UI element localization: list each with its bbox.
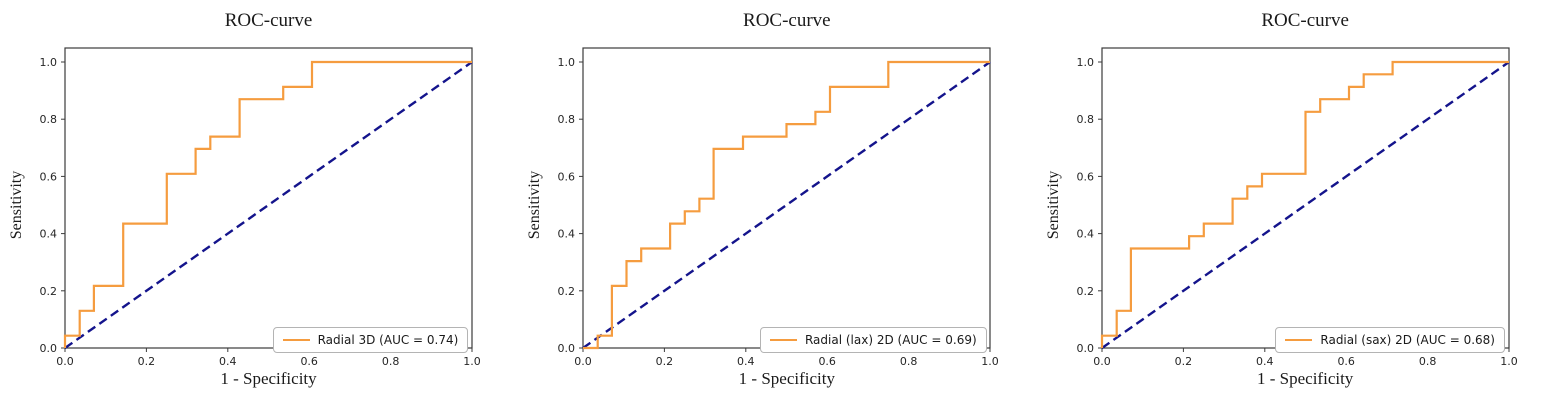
chart-title: ROC-curve (1261, 10, 1349, 31)
svg-text:0.8: 0.8 (1419, 355, 1437, 368)
svg-text:0.6: 0.6 (1337, 355, 1355, 368)
svg-text:0.2: 0.2 (40, 285, 58, 298)
svg-text:0.2: 0.2 (1174, 355, 1192, 368)
roc-panel-radial-3d: ROC-curve 0.0 0.2 0.4 0.6 0.8 1.0 0.0 0.2 0.4 0.6… (0, 0, 518, 416)
svg-text:1.0: 1.0 (1500, 355, 1518, 368)
roc-plot-svg: 0.0 0.2 0.4 0.6 0.8 1.0 0.0 0.2 0.4 0.6 0.8 1.0 (558, 47, 1000, 368)
legend-label: Radial (sax) 2D (AUC = 0.68) (1320, 333, 1495, 347)
x-axis-label: 1 - Specificity (220, 369, 317, 388)
legend-label: Radial 3D (AUC = 0.74) (317, 333, 459, 347)
y-axis-label: Sensitivity (526, 170, 544, 240)
svg-text:0.6: 0.6 (40, 170, 58, 183)
svg-text:0.0: 0.0 (1093, 355, 1111, 368)
roc-plot-svg: 0.0 0.2 0.4 0.6 0.8 1.0 0.0 0.2 0.4 0.6 0.8 1.0 (40, 47, 481, 368)
legend: Radial (sax) 2D (AUC = 0.68) (1275, 327, 1505, 353)
svg-text:0.0: 0.0 (558, 342, 576, 355)
svg-text:1.0: 1.0 (40, 56, 58, 69)
chart-title: ROC-curve (743, 10, 831, 31)
x-axis-label: 1 - Specificity (738, 369, 835, 388)
svg-text:0.4: 0.4 (1076, 228, 1094, 241)
y-axis-label: Sensitivity (8, 170, 25, 240)
svg-text:0.8: 0.8 (1076, 113, 1094, 126)
svg-text:1.0: 1.0 (463, 355, 481, 368)
legend-line-sample (1285, 339, 1313, 341)
svg-text:0.6: 0.6 (819, 355, 837, 368)
roc-plot-svg: 0.0 0.2 0.4 0.6 0.8 1.0 0.0 0.2 0.4 0.6 0.8 1.0 (1076, 47, 1518, 368)
svg-text:0.2: 0.2 (1076, 285, 1094, 298)
svg-text:0.4: 0.4 (219, 355, 237, 368)
y-axis-label: Sensitivity (1044, 170, 1062, 240)
svg-text:0.0: 0.0 (40, 342, 58, 355)
svg-text:1.0: 1.0 (982, 355, 1000, 368)
legend-line-sample (769, 339, 797, 341)
roc-panel-radial-lax-2d: ROC-curve 0.0 0.2 0.4 0.6 0.8 1.0 0.0 0.2 0.4 0.6… (518, 0, 1036, 416)
svg-text:0.8: 0.8 (900, 355, 918, 368)
svg-text:0.6: 0.6 (558, 170, 576, 183)
svg-text:0.4: 0.4 (558, 228, 576, 241)
legend-label: Radial (lax) 2D (AUC = 0.69) (804, 333, 977, 347)
svg-text:0.0: 0.0 (56, 355, 74, 368)
chart-title: ROC-curve (224, 10, 313, 31)
svg-text:0.4: 0.4 (737, 355, 755, 368)
svg-text:0.6: 0.6 (1076, 170, 1094, 183)
svg-text:0.6: 0.6 (300, 355, 318, 368)
svg-text:0.0: 0.0 (1076, 342, 1094, 355)
roc-panel-radial-sax-2d: ROC-curve 0.0 0.2 0.4 0.6 0.8 1.0 0.0 0.2 0.4 0.6… (1037, 0, 1555, 416)
svg-text:0.8: 0.8 (382, 355, 400, 368)
svg-text:0.8: 0.8 (40, 113, 58, 126)
svg-text:0.2: 0.2 (558, 285, 576, 298)
svg-text:0.2: 0.2 (138, 355, 156, 368)
svg-text:1.0: 1.0 (558, 56, 576, 69)
legend: Radial 3D (AUC = 0.74) (272, 327, 469, 353)
svg-text:1.0: 1.0 (1076, 56, 1094, 69)
svg-text:0.4: 0.4 (40, 228, 58, 241)
svg-text:0.8: 0.8 (558, 113, 576, 126)
x-axis-label: 1 - Specificity (1257, 369, 1354, 388)
legend: Radial (lax) 2D (AUC = 0.69) (759, 327, 987, 353)
legend-line-sample (282, 339, 310, 341)
svg-text:0.2: 0.2 (656, 355, 674, 368)
svg-text:0.4: 0.4 (1256, 355, 1274, 368)
svg-text:0.0: 0.0 (575, 355, 593, 368)
